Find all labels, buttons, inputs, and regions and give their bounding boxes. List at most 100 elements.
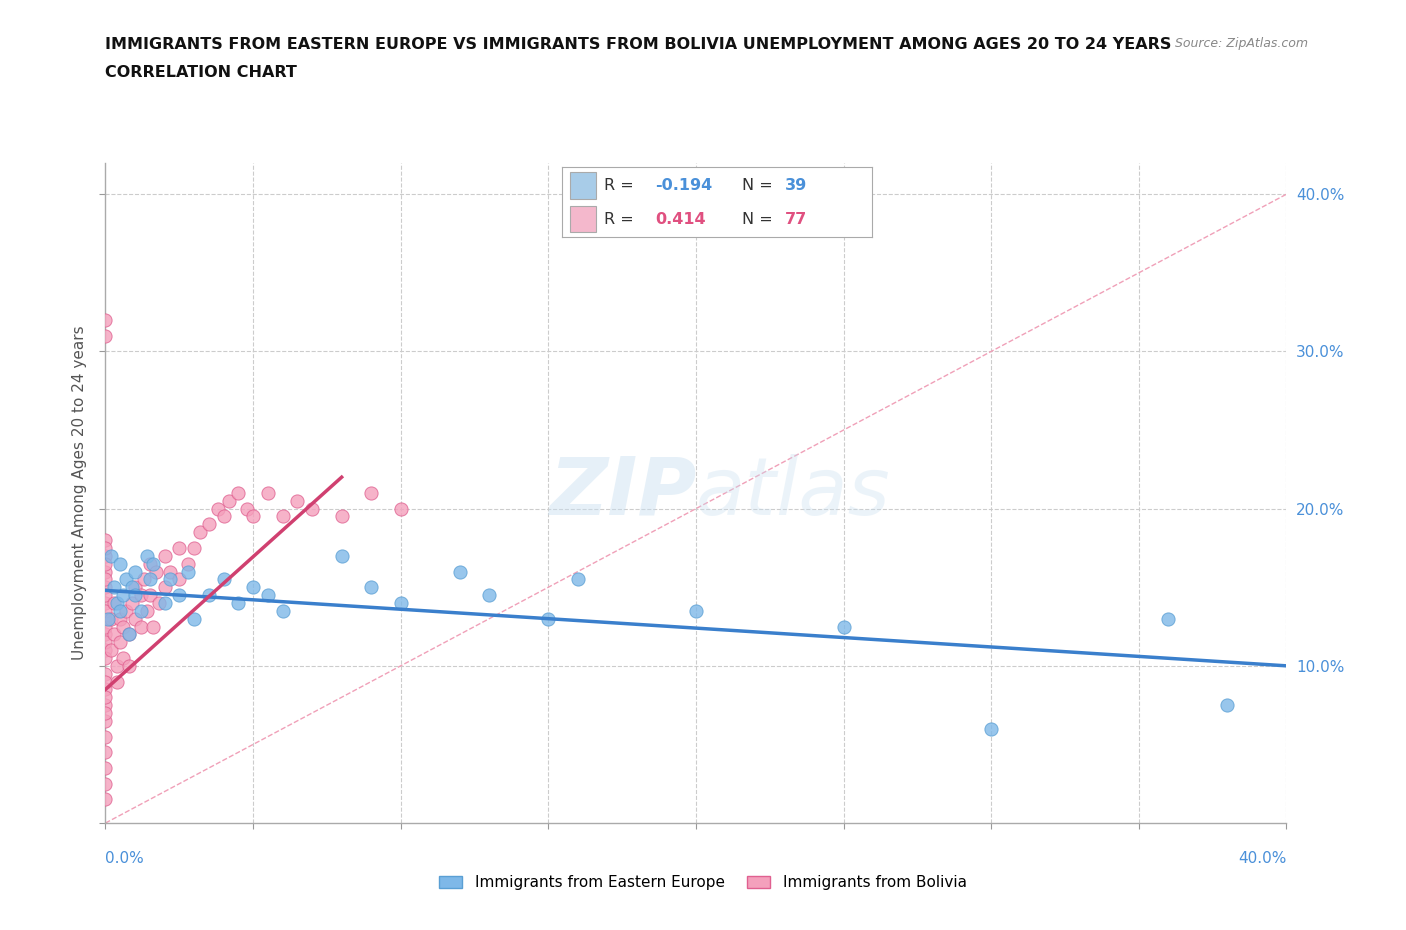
Point — [94, 611, 117, 626]
Point — [360, 579, 382, 594]
Bar — [571, 172, 596, 199]
Point — [110, 611, 132, 626]
Point — [94, 666, 117, 681]
Point — [153, 579, 176, 594]
Point — [100, 611, 122, 626]
Point — [236, 501, 259, 516]
Point — [124, 565, 146, 579]
Point — [183, 611, 205, 626]
Point — [94, 619, 117, 634]
Point — [389, 501, 412, 516]
Point — [105, 674, 128, 689]
Point — [112, 651, 135, 666]
Point — [94, 729, 117, 744]
Point — [142, 556, 165, 571]
Point — [169, 540, 191, 555]
Point — [105, 595, 128, 610]
Point — [129, 588, 152, 603]
Point — [449, 565, 471, 579]
Point — [124, 611, 146, 626]
Text: N =: N = — [742, 178, 772, 193]
Point — [177, 556, 200, 571]
Point — [138, 572, 162, 587]
Point — [153, 549, 176, 564]
Y-axis label: Unemployment Among Ages 20 to 24 years: Unemployment Among Ages 20 to 24 years — [72, 326, 87, 660]
Point — [97, 611, 120, 626]
Point — [228, 595, 250, 610]
Bar — [571, 206, 596, 232]
Text: R =: R = — [605, 211, 634, 227]
Point — [135, 549, 157, 564]
Point — [112, 619, 135, 634]
Point — [271, 604, 294, 618]
Point — [94, 579, 117, 594]
Point — [94, 556, 117, 571]
Point — [207, 501, 229, 516]
Point — [183, 540, 205, 555]
Point — [94, 761, 117, 776]
Text: 39: 39 — [785, 178, 807, 193]
Text: CORRELATION CHART: CORRELATION CHART — [105, 65, 297, 80]
Point — [94, 627, 117, 642]
Point — [94, 565, 117, 579]
Point — [103, 595, 125, 610]
Point — [153, 595, 176, 610]
Text: N =: N = — [742, 211, 772, 227]
Point — [301, 501, 323, 516]
Point — [360, 485, 382, 500]
Point — [94, 682, 117, 697]
Point — [94, 588, 117, 603]
Point — [242, 509, 264, 524]
Point — [100, 643, 122, 658]
Point — [138, 556, 162, 571]
Point — [257, 485, 280, 500]
Point — [115, 572, 138, 587]
Point — [94, 651, 117, 666]
Point — [389, 595, 412, 610]
Point — [135, 604, 157, 618]
Point — [94, 328, 117, 343]
Point — [94, 690, 117, 705]
Point — [94, 604, 117, 618]
Point — [105, 658, 128, 673]
Point — [257, 588, 280, 603]
Point — [118, 627, 141, 642]
Point — [159, 565, 181, 579]
Point — [159, 572, 181, 587]
Point — [129, 604, 152, 618]
Point — [118, 658, 141, 673]
Point — [124, 588, 146, 603]
Point — [1157, 611, 1180, 626]
Point — [94, 706, 117, 721]
Point — [110, 556, 132, 571]
Point — [330, 509, 353, 524]
Point — [103, 579, 125, 594]
Point — [685, 604, 707, 618]
Point — [124, 579, 146, 594]
Point — [145, 565, 167, 579]
Point — [110, 604, 132, 618]
Point — [100, 549, 122, 564]
Point — [94, 635, 117, 650]
Point — [94, 549, 117, 564]
Legend: Immigrants from Eastern Europe, Immigrants from Bolivia: Immigrants from Eastern Europe, Immigran… — [433, 870, 973, 897]
Point — [1216, 698, 1239, 712]
Point — [138, 588, 162, 603]
Point — [197, 588, 219, 603]
Point — [94, 745, 117, 760]
Point — [94, 572, 117, 587]
Point — [115, 604, 138, 618]
Text: 0.414: 0.414 — [655, 211, 706, 227]
Point — [212, 572, 235, 587]
Point — [94, 643, 117, 658]
Point — [121, 579, 143, 594]
Point — [121, 595, 143, 610]
Point — [148, 595, 170, 610]
Point — [832, 619, 855, 634]
Point — [287, 493, 309, 508]
Point — [142, 619, 165, 634]
Point — [242, 579, 264, 594]
Point — [94, 533, 117, 548]
Point — [94, 792, 117, 807]
Point — [169, 588, 191, 603]
